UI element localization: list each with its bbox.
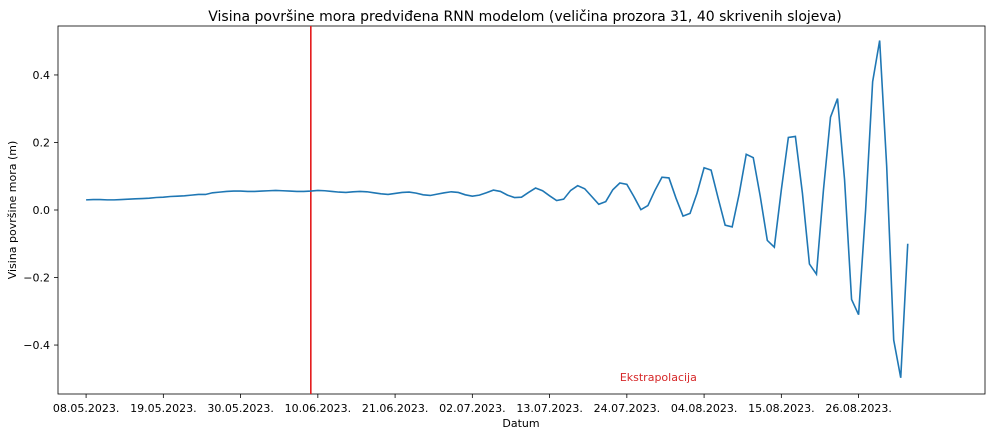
x-tick-label: 30.05.2023.	[207, 402, 273, 415]
x-tick-label: 10.06.2023.	[285, 402, 351, 415]
annotations: Ekstrapolacija	[620, 371, 697, 384]
series-line	[86, 40, 909, 378]
y-tick-label: −0.2	[23, 272, 50, 285]
x-tick-label: 13.07.2023.	[516, 402, 582, 415]
y-tick-label: 0.2	[33, 136, 51, 149]
y-tick-label: 0.4	[33, 69, 51, 82]
y-tick-label: 0.0	[33, 204, 51, 217]
y-axis-label: Visina površine mora (m)	[6, 141, 19, 280]
x-tick-label: 04.08.2023.	[671, 402, 737, 415]
x-tick-label: 24.07.2023.	[594, 402, 660, 415]
x-tick-label: 26.08.2023.	[825, 402, 891, 415]
x-axis-label: Datum	[502, 417, 539, 430]
y-axis: −0.4 −0.2 0.0 0.2 0.4	[23, 69, 58, 352]
x-axis: 08.05.2023. 19.05.2023. 30.05.2023. 10.06.2…	[53, 394, 892, 415]
x-tick-label: 19.05.2023.	[130, 402, 196, 415]
x-tick-label: 15.08.2023.	[748, 402, 814, 415]
x-tick-label: 08.05.2023.	[53, 402, 119, 415]
annotation-label: Ekstrapolacija	[620, 371, 697, 384]
chart-title: Visina površine mora predviđena RNN mode…	[208, 9, 841, 25]
y-tick-label: −0.4	[23, 339, 50, 352]
x-tick-label: 21.06.2023.	[362, 402, 428, 415]
x-tick-label: 02.07.2023.	[439, 402, 505, 415]
